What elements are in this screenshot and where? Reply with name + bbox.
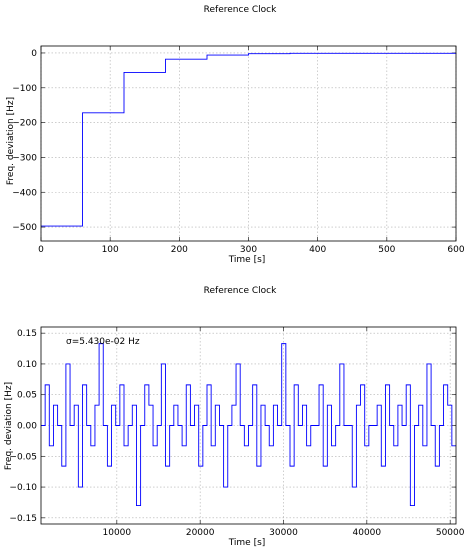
chart-bottom-xtick-label: 10000 [103,528,132,538]
chart-bottom-sigma-annotation: σ=5.430e-02 Hz [66,337,140,347]
chart-bottom-xlabel: Time [s] [228,538,266,548]
chart-bottom: Reference Clock 10000 20000 30000 40000 5000… [4,286,465,548]
chart-top-xtick-label: 600 [447,245,464,255]
chart-top-ylabel: Freq. deviation [Hz] [6,97,16,185]
chart-bottom-ytick-label: −0.05 [9,452,37,462]
chart-bottom-series-line [41,343,456,506]
chart-bottom-ytick-label: −0.10 [9,483,37,493]
chart-bottom-ytick-label: −0.15 [9,514,37,524]
chart-bottom-frame [40,326,457,525]
chart-top-xtick-label: 500 [378,245,395,255]
chart-bottom-series [41,343,456,506]
chart-bottom-ytick-label: 0.15 [17,329,37,339]
chart-bottom-ylabel: Freq. deviation [Hz] [4,382,14,470]
chart-top-ytick-label: −100 [12,84,37,94]
chart-bottom-title: Reference Clock [204,286,277,296]
chart-bottom-ticks: 10000 20000 30000 40000 50000 −0.15 −0.10 −0.05… [9,327,465,538]
chart-top-ytick-label: 0 [31,49,37,59]
chart-top-title: Reference Clock [204,5,277,15]
chart-top-xtick-label: 300 [240,245,257,255]
chart-top-series-line [41,52,457,227]
chart-top-xtick-label: 100 [102,245,119,255]
chart-top-xlabel: Time [s] [228,255,266,265]
chart-top-series [41,52,457,227]
chart-top-ytick-label: −300 [12,153,37,163]
chart-bottom-xtick-label: 30000 [269,528,298,538]
chart-bottom-ytick-label: 0.10 [17,360,37,370]
chart-top-xtick-label: 0 [38,245,44,255]
chart-bottom-ytick-label: 0.00 [17,422,37,432]
chart-bottom-xtick-label: 40000 [353,528,382,538]
chart-top-ytick-label: −400 [12,188,37,198]
chart-top-xtick-label: 200 [171,245,188,255]
chart-bottom-xtick-label: 50000 [436,528,465,538]
chart-top: Reference Clock 0 100 200 300 400 500 600 −500 −… [6,5,465,265]
chart-bottom-ytick-label: 0.05 [17,391,37,401]
chart-top-ytick-label: −500 [12,223,37,233]
chart-bottom-xtick-label: 20000 [186,528,215,538]
chart-top-ticks: 0 100 200 300 400 500 600 −500 −400 −300 −200 −100 0 [12,46,465,255]
chart-top-frame [40,45,457,242]
chart-top-grid [40,46,457,241]
chart-top-xtick-label: 400 [309,245,326,255]
chart-top-ytick-label: −200 [12,119,37,129]
